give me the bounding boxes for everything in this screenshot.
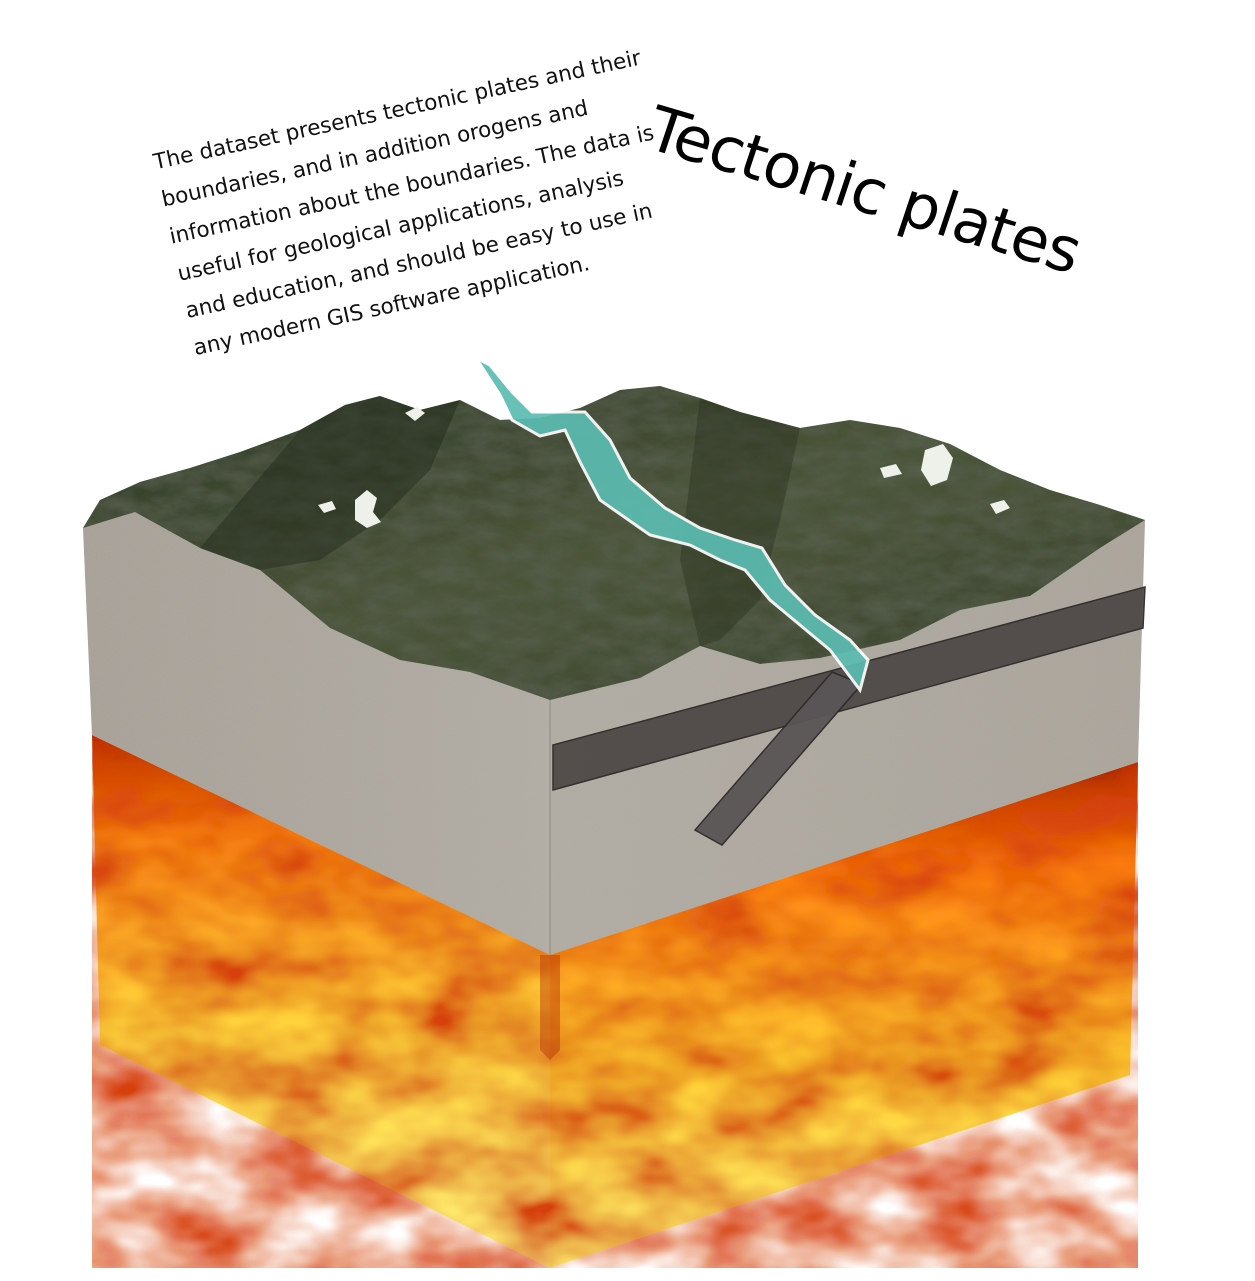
mantle-right-face (550, 762, 1138, 1268)
mantle-left-face (92, 735, 550, 1268)
snow-patches (318, 407, 1010, 528)
snow-patch (990, 500, 1010, 514)
mantle-corner-shade (540, 955, 560, 1060)
terrain-surface (83, 386, 1145, 700)
plate-boundary-line (471, 354, 870, 694)
mountain-terrain (83, 386, 1145, 700)
snow-patch (355, 490, 381, 528)
crust-left-face (83, 512, 550, 955)
snow-patch (318, 501, 336, 513)
valley-shadow (680, 398, 800, 646)
snow-patch (880, 464, 902, 478)
ridge-shadow (200, 396, 460, 570)
snow-patch (921, 444, 953, 486)
mantle-layer (92, 735, 1138, 1268)
snow-patch (405, 407, 425, 421)
